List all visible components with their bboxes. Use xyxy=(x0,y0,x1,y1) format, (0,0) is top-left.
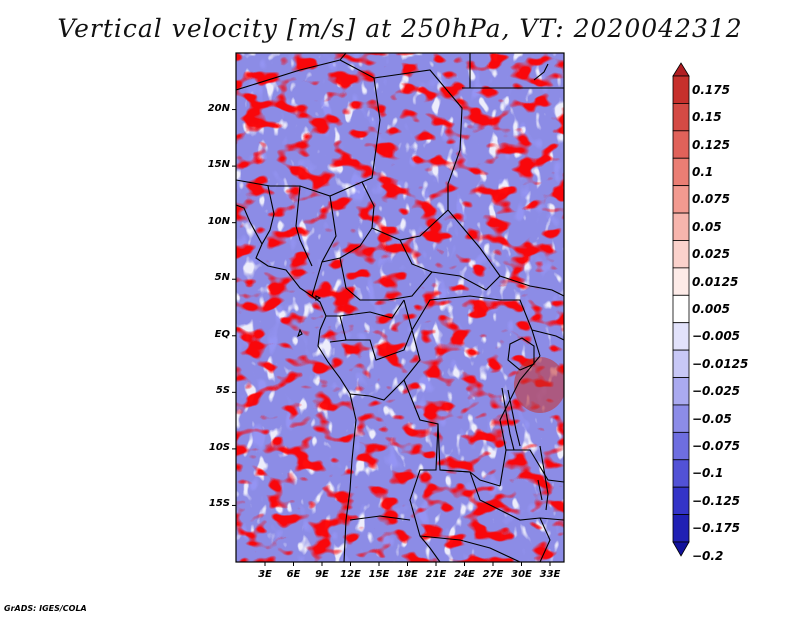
colorbar-level-label: 0.05 xyxy=(692,219,722,234)
colorbar-box xyxy=(672,377,690,406)
colorbar-box xyxy=(672,459,690,488)
colorbar-box xyxy=(672,404,690,433)
colorbar-box xyxy=(672,322,690,351)
lon-label: 21E xyxy=(425,569,447,580)
colorbar-level-label: −0.1 xyxy=(692,466,724,481)
colorbar-box xyxy=(672,486,690,515)
colorbar-box xyxy=(672,212,690,241)
lat-label: 20N xyxy=(207,102,230,114)
lat-label: 10S xyxy=(208,441,230,453)
colorbar-level-label: −0.125 xyxy=(692,493,741,508)
colorbar-level-label: 0.125 xyxy=(692,137,730,152)
colorbar xyxy=(672,62,690,557)
lat-label: 15S xyxy=(208,498,230,510)
colorbar-level-label: 0.15 xyxy=(692,110,722,125)
colorbar-level-label: −0.05 xyxy=(692,411,732,426)
colorbar-box xyxy=(672,514,690,543)
plot-frame xyxy=(235,52,565,563)
axis-ticks xyxy=(232,109,551,566)
velocity-field xyxy=(236,53,564,562)
lon-label: 33E xyxy=(539,569,561,580)
colorbar-level-label: 0.1 xyxy=(692,164,714,179)
lon-label: 3E xyxy=(258,569,272,580)
colorbar-level-label: 0.075 xyxy=(692,192,730,207)
colorbar-level-label: −0.175 xyxy=(692,521,741,536)
boundaries xyxy=(236,53,564,562)
colorbar-level-label: −0.2 xyxy=(692,548,724,563)
lat-label: 10N xyxy=(207,215,230,227)
colorbar-box xyxy=(672,75,690,104)
colorbar-level-label: 0.025 xyxy=(692,247,730,262)
colorbar-box xyxy=(672,294,690,324)
colorbar-level-label: 0.0125 xyxy=(692,274,739,289)
lon-label: 6E xyxy=(286,569,301,580)
colorbar-level-label: −0.0125 xyxy=(692,356,749,371)
lat-label: EQ xyxy=(214,328,230,340)
lon-label: 27E xyxy=(482,569,504,580)
colorbar-box xyxy=(672,103,690,132)
lon-label: 18E xyxy=(397,569,418,580)
lat-label: 5S xyxy=(215,385,230,397)
colorbar-level-label: −0.075 xyxy=(692,439,741,454)
colorbar-top-triangle xyxy=(672,62,690,77)
colorbar-box xyxy=(672,185,690,214)
lat-label: 15N xyxy=(207,159,230,171)
colorbar-box xyxy=(672,157,690,187)
colorbar-level-label: 0.175 xyxy=(692,82,730,97)
colorbar-box xyxy=(672,349,690,378)
colorbar-level-label: −0.025 xyxy=(692,384,741,399)
colorbar-bottom-triangle xyxy=(672,541,690,557)
colorbar-box xyxy=(672,431,690,461)
credit-text: GrADS: IGES/COLA xyxy=(4,604,87,613)
chart-title: Vertical velocity [m/s] at 250hPa, VT: 2… xyxy=(57,14,743,43)
lon-label: 15E xyxy=(368,569,390,580)
colorbar-box xyxy=(672,130,690,159)
lon-label: 12E xyxy=(340,569,361,580)
lat-label: 5N xyxy=(214,272,230,284)
colorbar-level-label: 0.005 xyxy=(692,302,730,316)
lon-label: 30E xyxy=(511,569,532,580)
lon-label: 24E xyxy=(454,569,475,580)
colorbar-level-label: −0.005 xyxy=(692,329,741,344)
colorbar-box xyxy=(672,267,690,296)
colorbar-box xyxy=(672,240,690,269)
lon-label: 9E xyxy=(315,569,329,580)
